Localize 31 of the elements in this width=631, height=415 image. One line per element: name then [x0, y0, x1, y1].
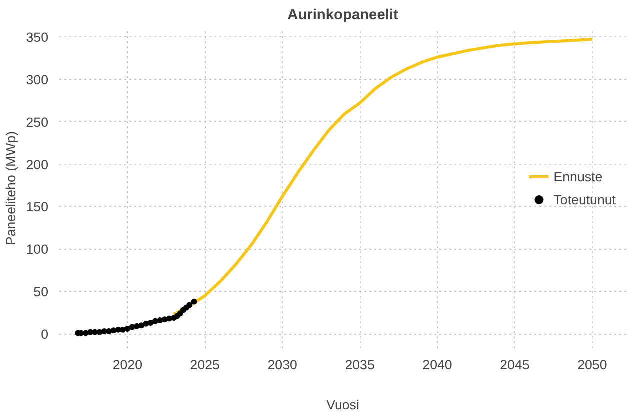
y-axis-title: Paneeliteho (MWp)	[3, 131, 18, 246]
y-tick-label: 100	[26, 242, 49, 258]
x-tick-label: 2045	[500, 358, 530, 372]
x-tick-label: 2020	[112, 358, 142, 372]
point	[134, 323, 140, 330]
y-tick-label: 200	[26, 157, 49, 172]
y-tick-label: 0	[41, 327, 49, 342]
y-tick-label: 350	[26, 30, 49, 45]
point	[101, 328, 108, 335]
point	[124, 326, 131, 332]
x-tick-label: 2035	[345, 358, 375, 372]
point	[106, 328, 112, 335]
point	[148, 320, 154, 326]
y-tick-label: 150	[26, 200, 49, 215]
x-axis-title: Vuosi	[326, 398, 360, 412]
x-tick-label: 2025	[190, 358, 220, 372]
point	[138, 322, 145, 329]
legend-label: Ennuste	[554, 169, 603, 184]
point	[162, 316, 168, 323]
y-tick-label: 250	[26, 114, 49, 130]
chart-title: Aurinkopaneelit	[288, 8, 398, 24]
point	[186, 302, 193, 308]
point	[157, 317, 164, 324]
point	[120, 326, 126, 333]
y-tick-label: 300	[26, 72, 49, 88]
legend-label: Toteutunut	[554, 192, 616, 207]
y-tick-label: 50	[34, 284, 49, 300]
point	[191, 298, 198, 305]
x-tick-label: 2050	[578, 358, 608, 372]
x-tick-label: 2040	[422, 358, 452, 372]
x-tick-label: 2030	[268, 358, 298, 372]
